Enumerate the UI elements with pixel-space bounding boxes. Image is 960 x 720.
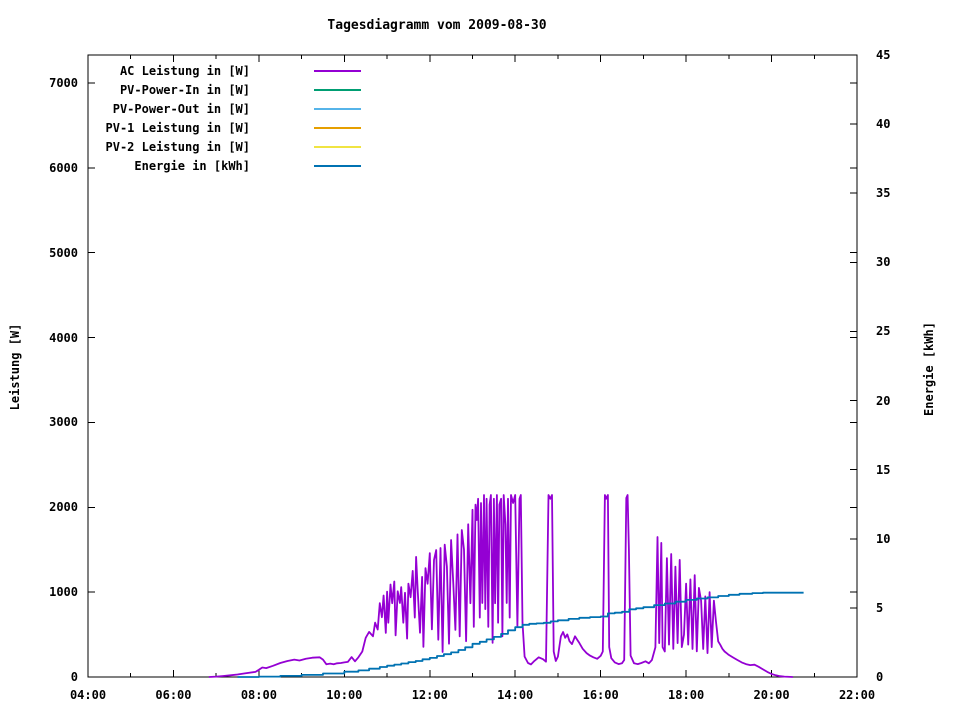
legend-line [314, 165, 361, 167]
x-tick-label: 04:00 [69, 688, 107, 702]
legend-line [314, 89, 361, 91]
y-right-tick-label: 25 [876, 324, 891, 339]
x-tick-label: 20:00 [753, 688, 790, 702]
y-left-tick-label: 6000 [49, 160, 78, 175]
x-tick-label: 08:00 [240, 688, 277, 702]
y-right-tick-label: 15 [876, 462, 891, 477]
x-tick-label: 12:00 [411, 688, 448, 702]
y-right-tick-label: 45 [876, 48, 891, 62]
y-left-tick-label: 5000 [49, 245, 78, 260]
x-tick-label: 22:00 [838, 688, 876, 702]
legend-label: PV-Power-In in [W] [119, 83, 250, 97]
y-right-tick-label: 40 [876, 117, 891, 132]
y-right-tick-label: 0 [876, 670, 884, 684]
x-tick-label: 18:00 [668, 688, 705, 702]
y-left-tick-label: 7000 [49, 76, 78, 90]
x-tick-label: 14:00 [497, 688, 534, 702]
y-right-tick-label: 10 [876, 531, 891, 546]
legend-label: Energie in [kWh] [134, 159, 250, 173]
x-tick-label: 16:00 [582, 688, 619, 702]
y-left-tick-label: 4000 [49, 330, 78, 345]
legend-label: PV-1 Leistung in [W] [105, 121, 251, 135]
y-right-tick-label: 5 [876, 600, 884, 615]
series-line-energie-in-kwh [237, 591, 804, 678]
legend-label: AC Leistung in [W] [119, 64, 250, 78]
legend-label: PV-2 Leistung in [W] [105, 140, 251, 154]
x-tick-label: 10:00 [326, 688, 363, 702]
legend-line [314, 70, 361, 72]
y-left-tick-label: 2000 [49, 500, 78, 515]
legend-line [314, 127, 361, 129]
legend-line [314, 108, 361, 110]
y-right-tick-label: 35 [876, 186, 891, 201]
y-right-tick-label: 30 [876, 255, 891, 270]
chart-title: Tagesdiagramm vom 2009-08-30 [327, 18, 547, 33]
y-right-axis-title: Energie [kWh] [922, 322, 936, 416]
x-tick-label: 06:00 [155, 688, 192, 702]
series-line-ac-leistung-in-w [208, 494, 793, 678]
legend-line [314, 146, 361, 148]
y-left-tick-label: 1000 [49, 585, 78, 600]
y-left-tick-label: 0 [70, 670, 78, 684]
y-right-tick-label: 20 [876, 393, 891, 408]
y-left-axis-title: Leistung [W] [8, 323, 22, 411]
y-left-tick-label: 3000 [49, 415, 78, 430]
legend-label: PV-Power-Out in [W] [112, 102, 250, 116]
